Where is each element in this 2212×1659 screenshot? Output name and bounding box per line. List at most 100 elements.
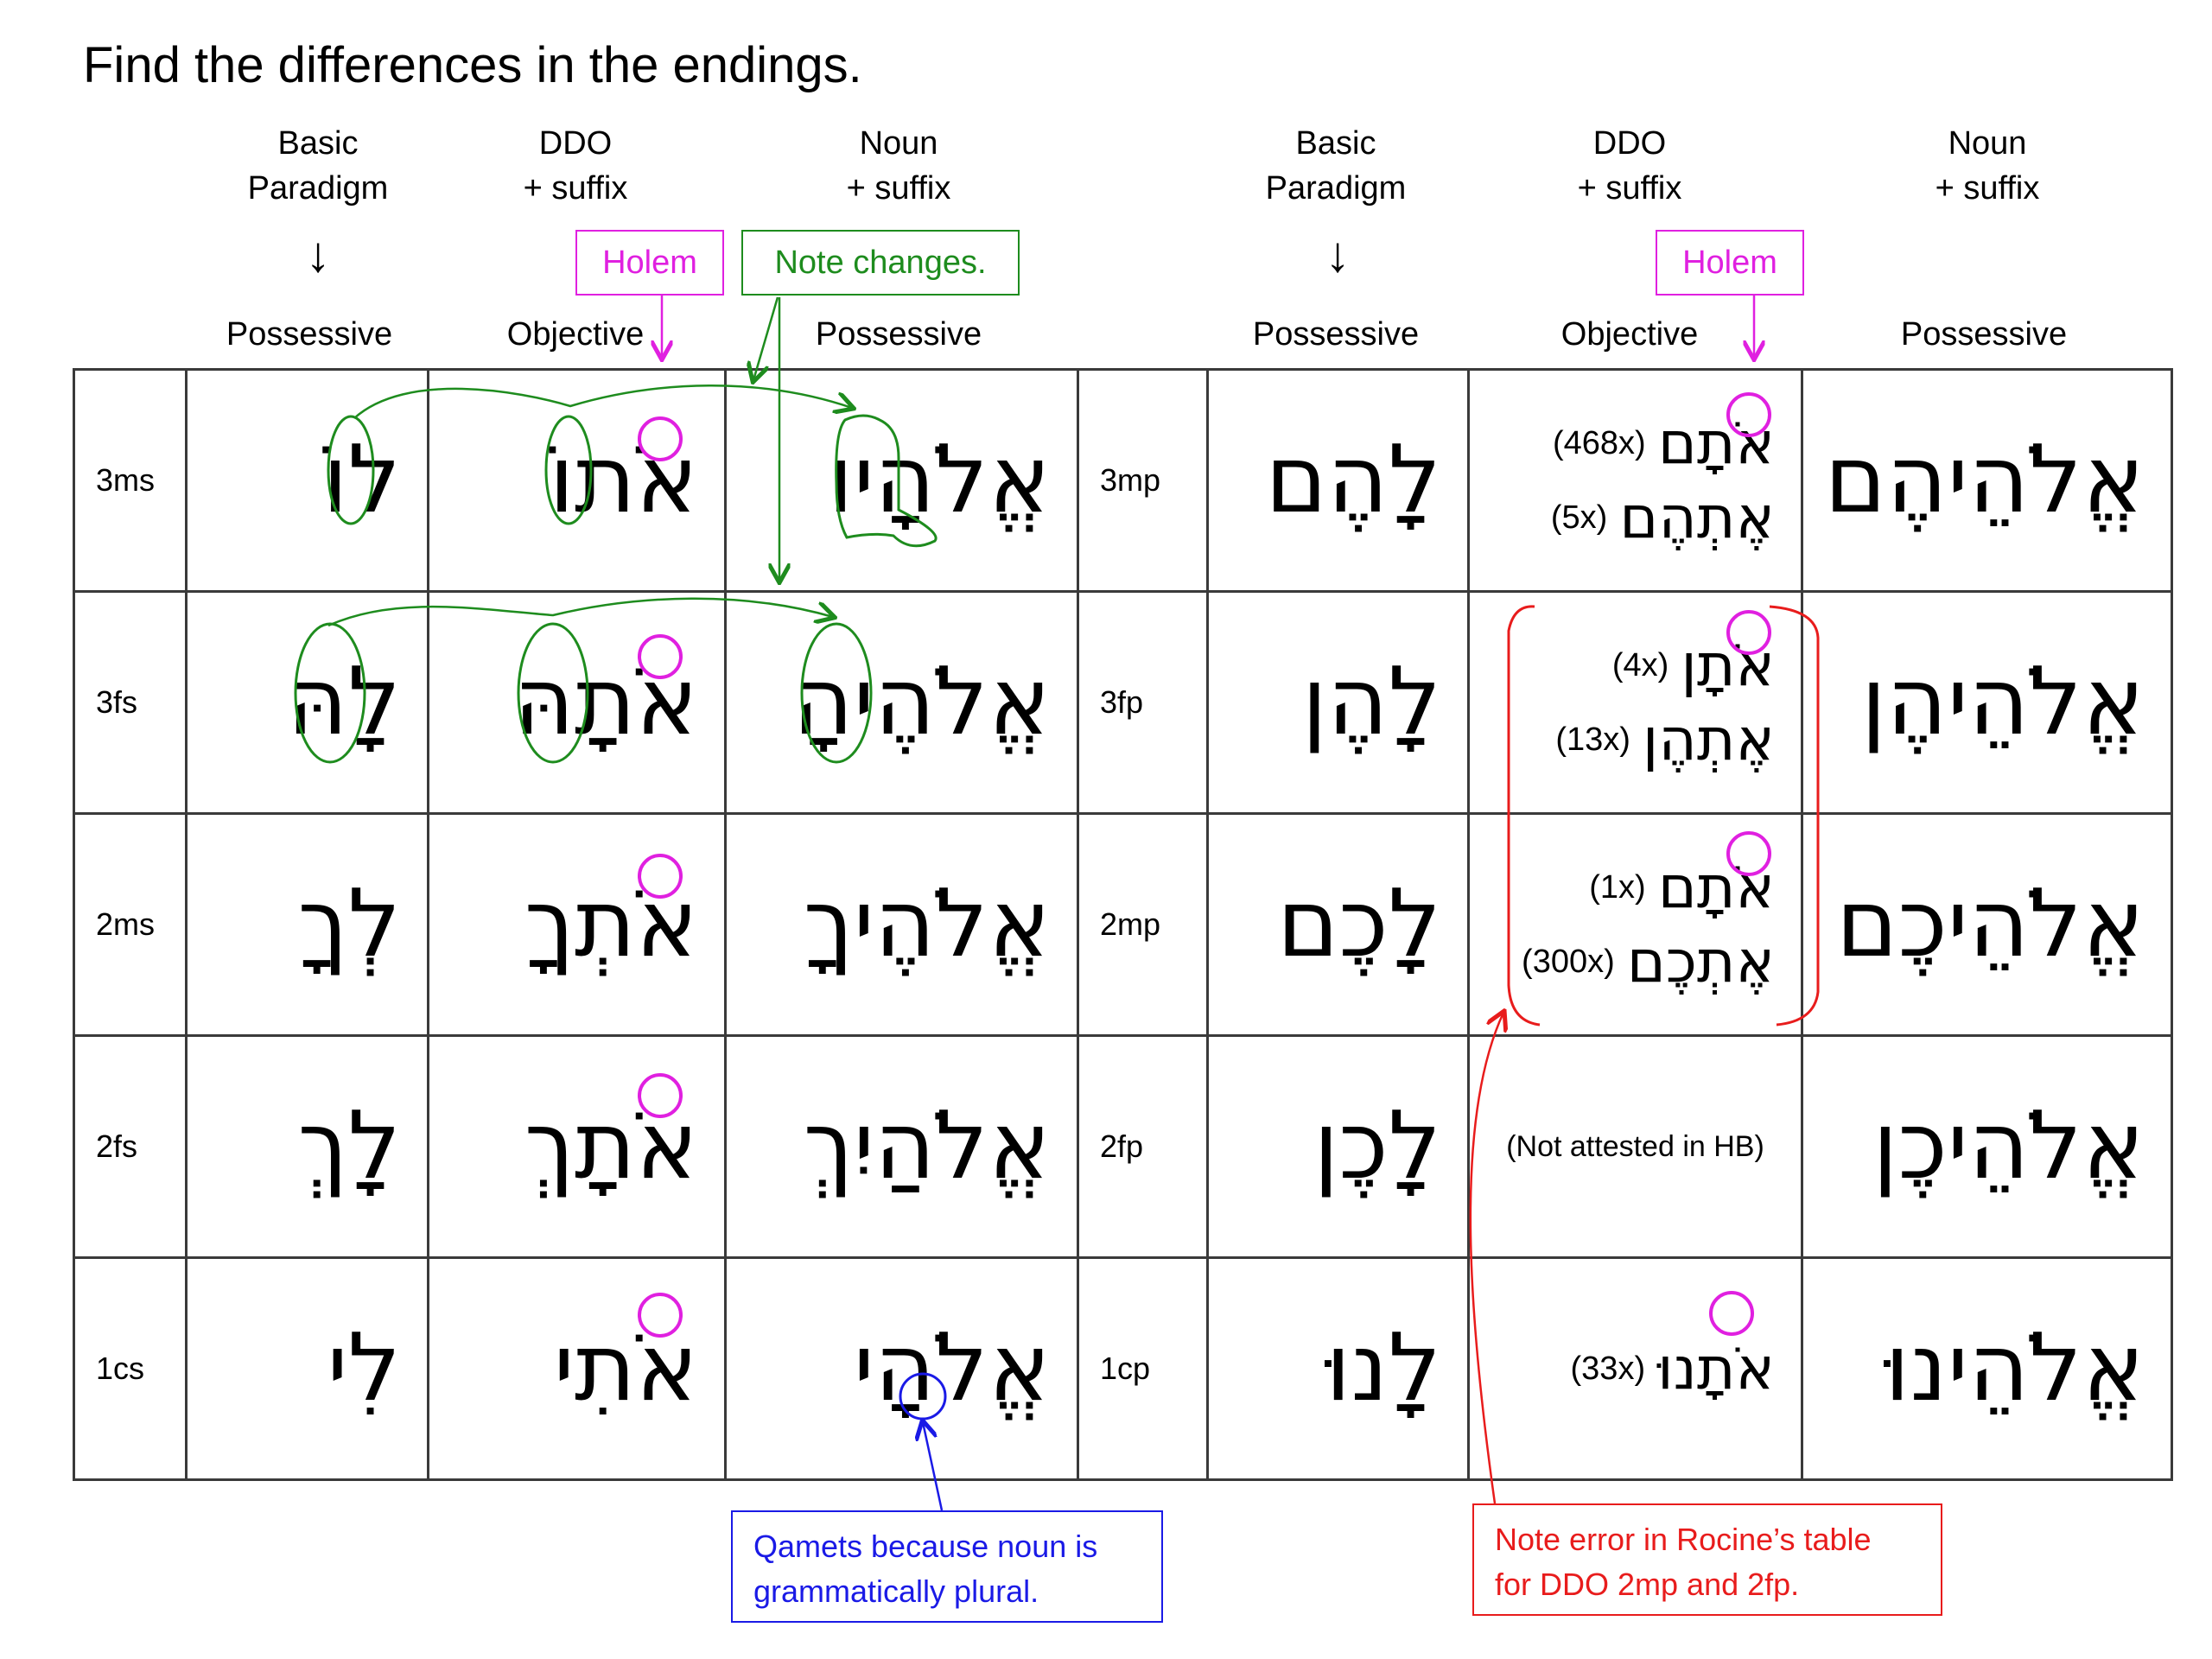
ddo-form: אֹתָנוּ	[1657, 1334, 1775, 1403]
basic-form: לָהֶן	[1206, 590, 1470, 815]
person-label: 1cs	[73, 1256, 188, 1481]
qamets-callout-line2: grammatically plural.	[753, 1573, 1039, 1609]
ddo-variant: (13x) אֶתְהֶן	[1470, 702, 1775, 777]
col-header-line2: + suffix	[1577, 170, 1682, 207]
col-header-line2: Paradigm	[247, 170, 389, 207]
col-header-line2: + suffix	[1935, 170, 2040, 207]
noun-form: אֱלֹהֵיכֶם	[1801, 812, 2173, 1037]
basic-form: לָהֶם	[1206, 368, 1470, 593]
col-header-basic-right: Basic Paradigm	[1198, 121, 1474, 211]
ddo-forms: (4x) אֹתָן (13x) אֶתְהֶן	[1467, 590, 1803, 815]
ddo-variant: (468x) אֹתָם	[1470, 406, 1775, 480]
ddo-form: אֶתְכֶם	[1626, 927, 1775, 996]
table-row: 3fs לָהּ אֹתָהּ אֱלֹהֶיהָ 3fp לָהֶן (4x)…	[73, 590, 2173, 815]
error-callout: Note error in Rocine’s table for DDO 2mp…	[1472, 1503, 1942, 1616]
ddo-form: אֹתָהּ	[427, 590, 727, 815]
subhead-possessive: Possessive	[226, 316, 393, 353]
ddo-forms: (33x) אֹתָנוּ	[1467, 1256, 1803, 1481]
qamets-callout: Qamets because noun is grammatically plu…	[731, 1510, 1163, 1623]
person-label: 3fs	[73, 590, 188, 815]
subhead-possessive: Possessive	[815, 316, 982, 353]
ddo-form: אֶתְהֶם	[1619, 483, 1775, 552]
ddo-forms: (468x) אֹתָם (5x) אֶתְהֶם	[1467, 368, 1803, 593]
occurrence-count: (33x)	[1570, 1350, 1646, 1387]
col-header-line1: Noun	[859, 125, 938, 162]
holem-callout-right: Holem	[1656, 230, 1804, 296]
subhead-objective: Objective	[1560, 316, 1699, 353]
basic-form: לְךָ	[185, 812, 429, 1037]
person-label: 3fp	[1077, 590, 1209, 815]
col-header-ddo-left: DDO + suffix	[437, 121, 714, 211]
col-header-line1: Noun	[1948, 125, 2027, 162]
col-header-noun-right: Noun + suffix	[1849, 121, 2126, 211]
occurrence-count: (5x)	[1550, 499, 1608, 536]
table-row: 2fs לָךְ אֹתָךְ אֱלֹהַיִךְ 2fp לָכֶן (No…	[73, 1034, 2173, 1259]
col-header-line2: + suffix	[846, 170, 951, 207]
ddo-form: אֹתָם	[1657, 853, 1775, 922]
col-header-ddo-right: DDO + suffix	[1491, 121, 1768, 211]
occurrence-count: (468x)	[1553, 424, 1646, 461]
ddo-variant: (300x) אֶתְכֶם	[1470, 925, 1775, 999]
error-callout-line2: for DDO 2mp and 2fp.	[1495, 1567, 1800, 1602]
note-changes-callout: Note changes.	[741, 230, 1020, 296]
occurrence-count: (1x)	[1589, 868, 1646, 906]
col-header-line1: DDO	[538, 125, 613, 162]
paradigm-table: 3ms לוֹ אֹתוֹ אֱלֹהָיו 3mp לָהֶם (468x) …	[73, 368, 2173, 1481]
ddo-form: אֹתָךְ	[427, 1034, 727, 1259]
not-attested-note: (Not attested in HB)	[1467, 1034, 1803, 1259]
col-header-line1: DDO	[1592, 125, 1667, 162]
noun-form: אֱלֹהֵיכֶן	[1801, 1034, 2173, 1259]
ddo-form: אֹתוֹ	[427, 368, 727, 593]
ddo-form: אֹתְךָ	[427, 812, 727, 1037]
page-title: Find the differences in the endings.	[83, 37, 862, 93]
ddo-form: אֹתָם	[1657, 409, 1775, 478]
ddo-variant: (33x) אֹתָנוּ	[1470, 1332, 1775, 1406]
person-label: 2fs	[73, 1034, 188, 1259]
ddo-form: אֹתִי	[427, 1256, 727, 1481]
col-header-line2: Paradigm	[1265, 170, 1407, 207]
basic-form: לָהּ	[185, 590, 429, 815]
noun-form: אֱלֹהֵינוּ	[1801, 1256, 2173, 1481]
error-callout-line1: Note error in Rocine’s table	[1495, 1522, 1872, 1557]
person-label: 2ms	[73, 812, 188, 1037]
noun-form: אֱלֹהָיו	[724, 368, 1079, 593]
table-row: 3ms לוֹ אֹתוֹ אֱלֹהָיו 3mp לָהֶם (468x) …	[73, 368, 2173, 593]
qamets-callout-line1: Qamets because noun is	[753, 1529, 1098, 1564]
person-label: 2mp	[1077, 812, 1209, 1037]
col-header-line1: Basic	[1295, 125, 1376, 162]
person-label: 3ms	[73, 368, 188, 593]
basic-form: לָכֶם	[1206, 812, 1470, 1037]
table-row: 2ms לְךָ אֹתְךָ אֱלֹהֶיךָ 2mp לָכֶם (1x)…	[73, 812, 2173, 1037]
col-header-noun-left: Noun + suffix	[760, 121, 1037, 211]
noun-form: אֱלֹהֶיךָ	[724, 812, 1079, 1037]
noun-form: אֱלֹהָי	[724, 1256, 1079, 1481]
basic-form: לָנוּ	[1206, 1256, 1470, 1481]
subhead-possessive: Possessive	[1252, 316, 1420, 353]
subhead-possessive: Possessive	[1900, 316, 2068, 353]
ddo-forms: (1x) אֹתָם (300x) אֶתְכֶם	[1467, 812, 1803, 1037]
noun-form: אֱלֹהַיִךְ	[724, 1034, 1079, 1259]
down-arrow-icon: ↓	[305, 226, 331, 283]
ddo-variant: (1x) אֹתָם	[1470, 850, 1775, 925]
occurrence-count: (13x)	[1555, 721, 1630, 758]
ddo-variant: (4x) אֹתָן	[1470, 628, 1775, 702]
ddo-variant: (5x) אֶתְהֶם	[1470, 480, 1775, 555]
person-label: 1cp	[1077, 1256, 1209, 1481]
occurrence-count: (300x)	[1522, 943, 1615, 980]
ddo-form: אֹתָן	[1681, 631, 1775, 700]
table-row: 1cs לִי אֹתִי אֱלֹהָי 1cp לָנוּ (33x) אֹ…	[73, 1256, 2173, 1481]
col-header-basic-left: Basic Paradigm	[180, 121, 456, 211]
col-header-line2: + suffix	[523, 170, 628, 207]
person-label: 3mp	[1077, 368, 1209, 593]
noun-form: אֱלֹהֶיהָ	[724, 590, 1079, 815]
occurrence-count: (4x)	[1611, 646, 1669, 683]
holem-callout-left: Holem	[575, 230, 724, 296]
basic-form: לִי	[185, 1256, 429, 1481]
col-header-line1: Basic	[277, 125, 359, 162]
basic-form: לָכֶן	[1206, 1034, 1470, 1259]
person-label: 2fp	[1077, 1034, 1209, 1259]
subhead-objective: Objective	[506, 316, 645, 353]
ddo-form: אֶתְהֶן	[1642, 705, 1775, 774]
noun-form: אֱלֹהֵיהֶן	[1801, 590, 2173, 815]
basic-form: לָךְ	[185, 1034, 429, 1259]
